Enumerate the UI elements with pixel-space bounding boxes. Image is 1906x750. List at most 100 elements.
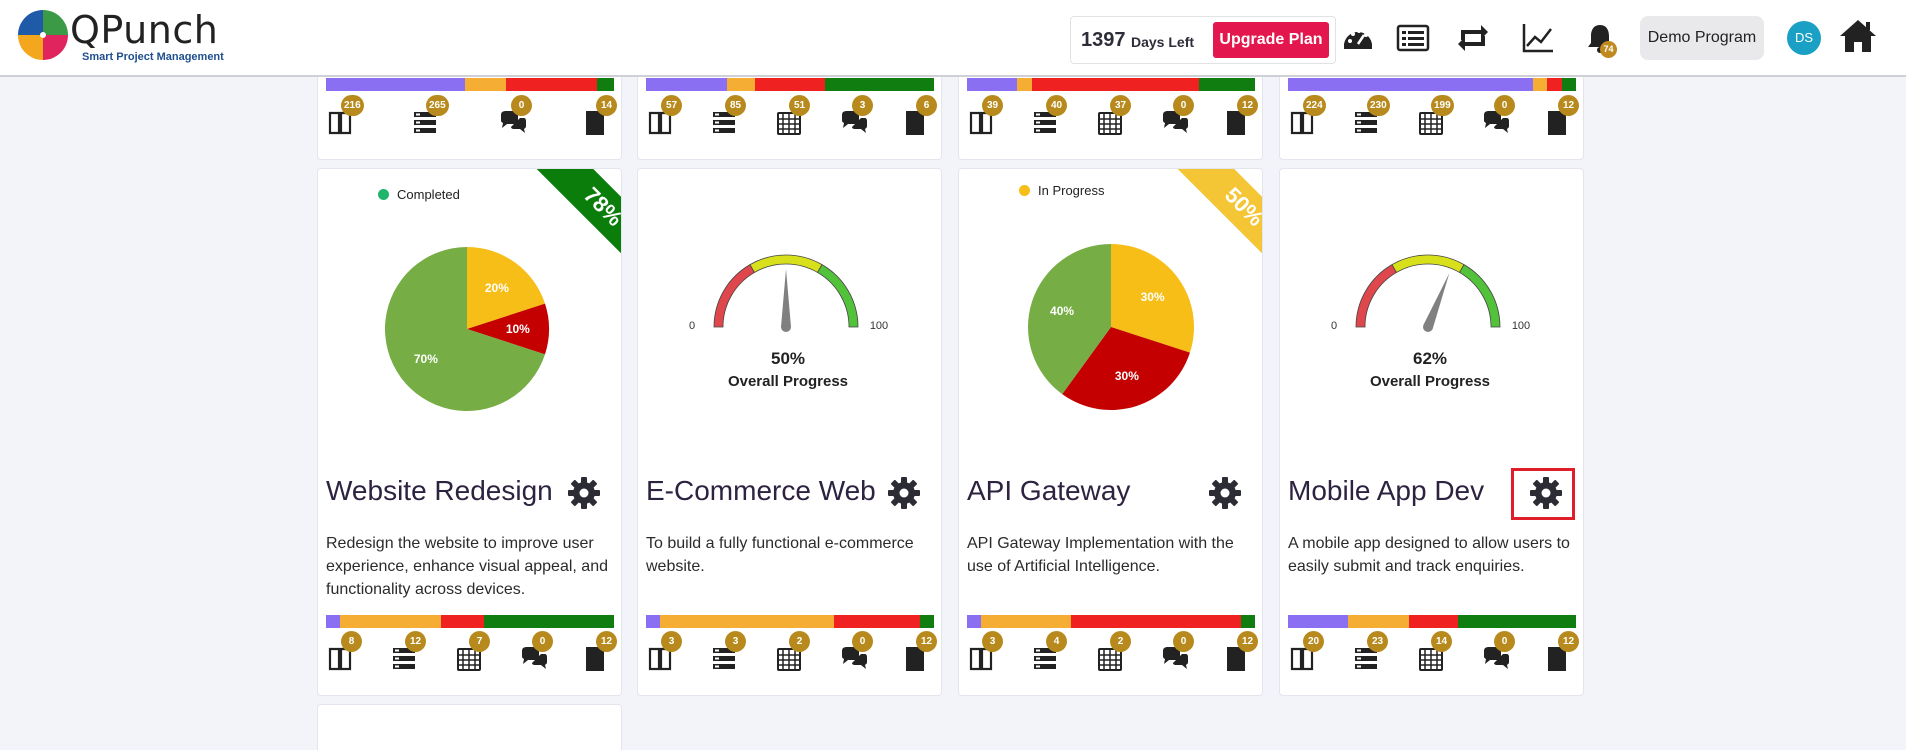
status-bar-segment [1532,78,1548,91]
analytics-icon[interactable] [1520,20,1556,56]
stat-calendar[interactable]: 51 [776,95,810,137]
stat-count-badge: 199 [1431,95,1454,116]
stat-stack[interactable]: 265 [413,95,449,137]
gauge-value: 62% [1412,349,1448,368]
calendar-icon [777,112,801,135]
status-bar-segment [506,78,597,91]
dashboard-icon[interactable] [1340,20,1376,56]
home-icon[interactable] [1838,16,1878,56]
doc-icon [906,647,924,671]
stat-book[interactable]: 3 [969,631,1003,673]
stat-book[interactable]: 3 [648,631,682,673]
stat-doc[interactable]: 14 [583,95,617,137]
stat-calendar[interactable]: 14 [1418,631,1452,673]
status-bar-segment [1240,615,1255,628]
upgrade-plan-button[interactable]: Upgrade Plan [1213,22,1329,58]
stat-chat[interactable]: 0 [1481,631,1515,673]
stat-count-badge: 3 [852,95,873,116]
status-bar-segment [441,615,485,628]
status-progress-bar [326,615,614,628]
project-card-top: 216 265 0 14 [317,60,622,160]
stat-row: 20 23 14 0 12 [1290,631,1579,677]
stat-chat[interactable]: 0 [1481,95,1515,137]
project-card[interactable]: 30% 30% 40% In Progress 50% API Gateway API Ga… [958,168,1263,696]
project-title[interactable]: Mobile App Dev [1288,475,1485,506]
selected-settings-highlight [1511,468,1575,520]
status-bar-segment [967,78,1018,91]
stat-calendar[interactable]: 37 [1097,95,1131,137]
gauge-band [1355,264,1398,328]
project-description: To build a fully functional e-commerce w… [646,535,914,575]
stat-count-badge: 37 [1110,95,1131,116]
stat-stack[interactable]: 230 [1354,95,1390,137]
stat-count-badge: 85 [725,95,746,116]
stat-calendar[interactable]: 2 [1097,631,1131,673]
logo-mark-icon [18,10,68,60]
status-bar-segment [834,615,921,628]
project-description: API Gateway Implementation with the use … [967,535,1234,575]
project-card[interactable]: 20% 10% 70% Completed 78% Website Redesign Red… [317,168,622,696]
stat-doc[interactable]: 6 [903,95,937,137]
pie-slice-label: 10% [506,322,530,336]
stat-calendar[interactable]: 2 [776,631,810,673]
settings-gear-icon[interactable] [567,476,601,510]
stat-doc[interactable]: 12 [1545,95,1579,137]
status-bar-segment [1032,78,1199,91]
stat-doc[interactable]: 12 [1224,95,1258,137]
stat-count-badge: 3 [725,631,746,652]
project-title[interactable]: E-Commerce Web [646,475,876,506]
stat-count-badge: 0 [1173,631,1194,652]
stat-calendar[interactable]: 7 [456,631,490,673]
stat-calendar[interactable]: 199 [1418,95,1454,137]
project-title[interactable]: API Gateway [967,475,1131,506]
top-navigation-bar: QPunch Smart Project Management 1397 Day… [0,0,1906,77]
stat-doc[interactable]: 12 [903,631,937,673]
stat-stack[interactable]: 3 [712,631,746,673]
stat-book[interactable]: 20 [1290,631,1324,673]
sync-icon[interactable] [1455,20,1491,56]
stat-chat[interactable]: 0 [498,95,532,137]
stat-book[interactable]: 39 [969,95,1003,137]
stat-stack[interactable]: 12 [392,631,426,673]
settings-gear-icon[interactable] [887,476,921,510]
project-title[interactable]: Website Redesign [326,475,553,506]
stat-chat[interactable]: 0 [839,631,873,673]
stack-icon [393,648,415,669]
brand-tagline: Smart Project Management [82,51,224,63]
settings-gear-icon[interactable] [1208,476,1242,510]
stat-book[interactable]: 216 [328,95,364,137]
stat-count-badge: 224 [1303,95,1326,116]
status-bar-segment [326,615,341,628]
stat-book[interactable]: 57 [648,95,682,137]
stat-stack[interactable]: 85 [712,95,746,137]
stat-chat[interactable]: 3 [839,95,873,137]
gauge-axis-label: 100 [870,320,888,332]
calendar-icon [1419,648,1443,671]
stat-doc[interactable]: 12 [583,631,617,673]
chat-icon [501,111,526,133]
stat-doc[interactable]: 12 [1545,631,1579,673]
stat-book[interactable]: 8 [328,631,362,673]
stat-doc[interactable]: 12 [1224,631,1258,673]
project-card[interactable]: 0 100 62% Overall Progress Mobile App Dev A m… [1279,168,1584,696]
program-selector-button[interactable]: Demo Program [1640,16,1764,60]
stat-stack[interactable]: 40 [1033,95,1067,137]
settings-gear-icon[interactable] [1529,476,1563,510]
stat-row: 3 3 2 0 12 [648,631,937,677]
user-avatar[interactable]: DS [1787,21,1821,55]
stat-chat[interactable]: 0 [519,631,553,673]
stat-count-badge: 14 [596,95,617,116]
stat-book[interactable]: 224 [1290,95,1326,137]
status-bar-segment [1070,615,1241,628]
project-card[interactable]: 0 100 50% Overall Progress E-Commerce Web To … [637,168,942,696]
stat-row: 216 265 0 14 [328,95,617,141]
qpunch-logo[interactable]: QPunch Smart Project Management [18,8,238,70]
project-description: Redesign the website to improve user exp… [326,535,608,598]
pie-slice-label: 30% [1115,369,1139,383]
stat-stack[interactable]: 23 [1354,631,1388,673]
task-list-icon[interactable] [1395,20,1431,56]
stat-chat[interactable]: 0 [1160,95,1194,137]
gauge-caption: Overall Progress [727,373,849,390]
stat-chat[interactable]: 0 [1160,631,1194,673]
stat-stack[interactable]: 4 [1033,631,1067,673]
